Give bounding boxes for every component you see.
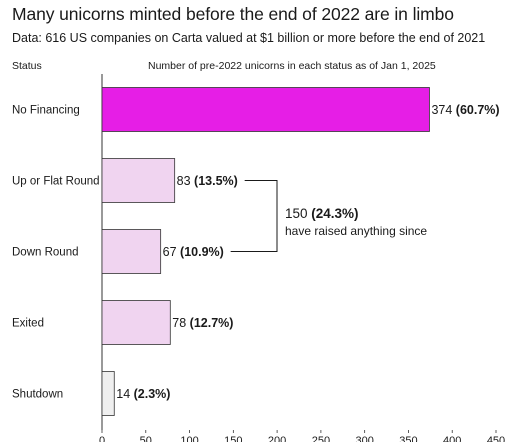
annotation-text: have raised anything since [285, 224, 427, 238]
bar-shutdown [101, 371, 115, 416]
chart-subtitle: Data: 616 US companies on Carta valued a… [12, 31, 486, 45]
status-column-header: Status [12, 60, 42, 72]
category-label-no-financing: No Financing [12, 105, 80, 117]
bar-no-financing [101, 87, 430, 132]
category-label-exited: Exited [12, 318, 44, 330]
x-tick-label: 100 [180, 435, 198, 442]
x-tick-label: 150 [224, 435, 242, 442]
category-label-shutdown: Shutdown [12, 389, 63, 401]
x-tick-label: 50 [140, 435, 152, 442]
x-tick-label: 0 [99, 435, 105, 442]
category-label-down-round: Down Round [12, 247, 78, 259]
bar-exited [101, 300, 171, 345]
count-column-header: Number of pre-2022 unicorns in each stat… [148, 60, 436, 72]
annotation-bracket [230, 180, 278, 252]
x-tick-label: 400 [443, 435, 461, 442]
category-label-up-or-flat-round: Up or Flat Round [12, 176, 100, 188]
bar-down-round [101, 229, 162, 274]
x-tick-label: 450 [487, 435, 505, 442]
x-tick-label: 250 [312, 435, 330, 442]
data-label-down-round: 67 (10.9%) [163, 245, 224, 259]
data-label-exited: 78 (12.7%) [172, 316, 233, 330]
annotation-value: 150 (24.3%) [285, 206, 359, 221]
x-tick-label: 200 [268, 435, 286, 442]
x-tick-label: 350 [399, 435, 417, 442]
bar-up-or-flat-round [101, 158, 176, 203]
data-label-up-or-flat-round: 83 (13.5%) [177, 174, 238, 188]
chart-title: Many unicorns minted before the end of 2… [12, 4, 454, 24]
data-label-shutdown: 14 (2.3%) [116, 387, 170, 401]
x-tick-label: 300 [355, 435, 373, 442]
data-label-no-financing: 374 (60.7%) [431, 103, 499, 117]
